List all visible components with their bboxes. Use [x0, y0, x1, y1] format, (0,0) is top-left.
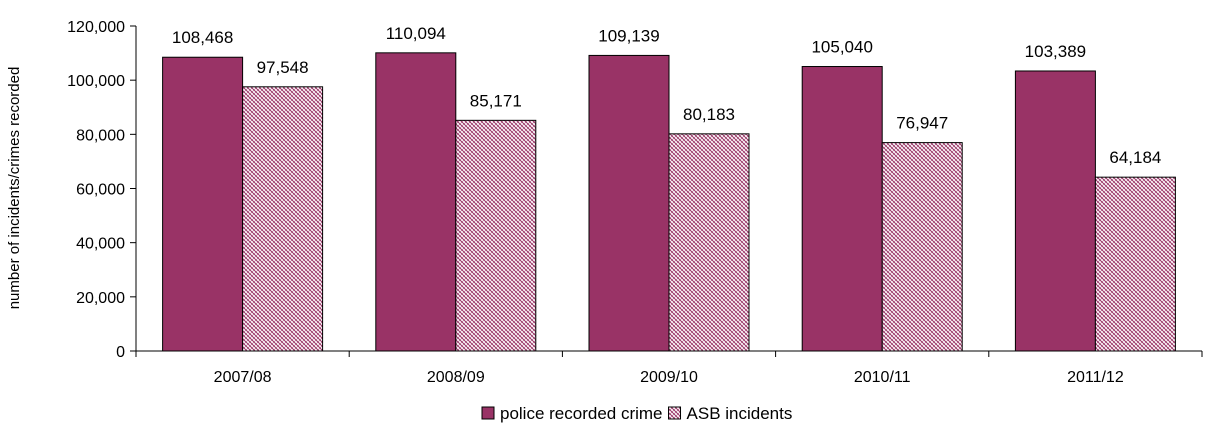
bar-asb-incidents: [881, 142, 963, 352]
bar-asb-incidents: [242, 86, 324, 352]
data-label: 97,548: [257, 58, 309, 77]
bar-police-recorded-crime: [801, 66, 883, 352]
legend-label: police recorded crime: [500, 404, 663, 423]
bar-police-recorded-crime: [162, 56, 244, 352]
bar-asb-incidents: [1094, 176, 1176, 352]
data-label: 110,094: [386, 24, 446, 43]
y-tick-label: 60,000: [76, 182, 125, 199]
x-tick-label: 2010/11: [854, 369, 911, 386]
bar-asb-incidents: [455, 119, 537, 352]
y-tick-label: 80,000: [76, 127, 125, 144]
data-label: 108,468: [172, 28, 233, 47]
x-tick-label: 2008/09: [427, 369, 485, 386]
data-label: 85,171: [470, 91, 522, 110]
x-tick-label: 2011/12: [1067, 369, 1124, 386]
y-tick-label: 20,000: [76, 290, 125, 307]
legend-swatch-police-recorded-crime: [481, 406, 495, 420]
bar-police-recorded-crime: [1014, 70, 1096, 352]
data-label: 80,183: [683, 105, 735, 124]
y-axis-title: number of incidents/crimes recorded: [6, 67, 23, 310]
data-label: 64,184: [1109, 148, 1161, 167]
bar-police-recorded-crime: [588, 54, 670, 352]
bar-asb-incidents: [668, 133, 750, 352]
legend-swatch-asb-incidents: [668, 406, 682, 420]
y-tick-label: 120,000: [67, 19, 125, 36]
x-tick-label: 2009/10: [640, 369, 698, 386]
bar-police-recorded-crime: [375, 52, 457, 352]
y-tick-label: 100,000: [67, 73, 125, 90]
y-tick-label: 0: [116, 344, 125, 361]
y-tick-label: 40,000: [76, 236, 125, 253]
data-label: 76,947: [896, 114, 948, 133]
data-label: 109,139: [598, 26, 659, 45]
data-label: 103,389: [1025, 42, 1086, 61]
x-tick-label: 2007/08: [214, 369, 272, 386]
legend-label: ASB incidents: [687, 404, 793, 423]
data-label: 105,040: [811, 38, 872, 57]
